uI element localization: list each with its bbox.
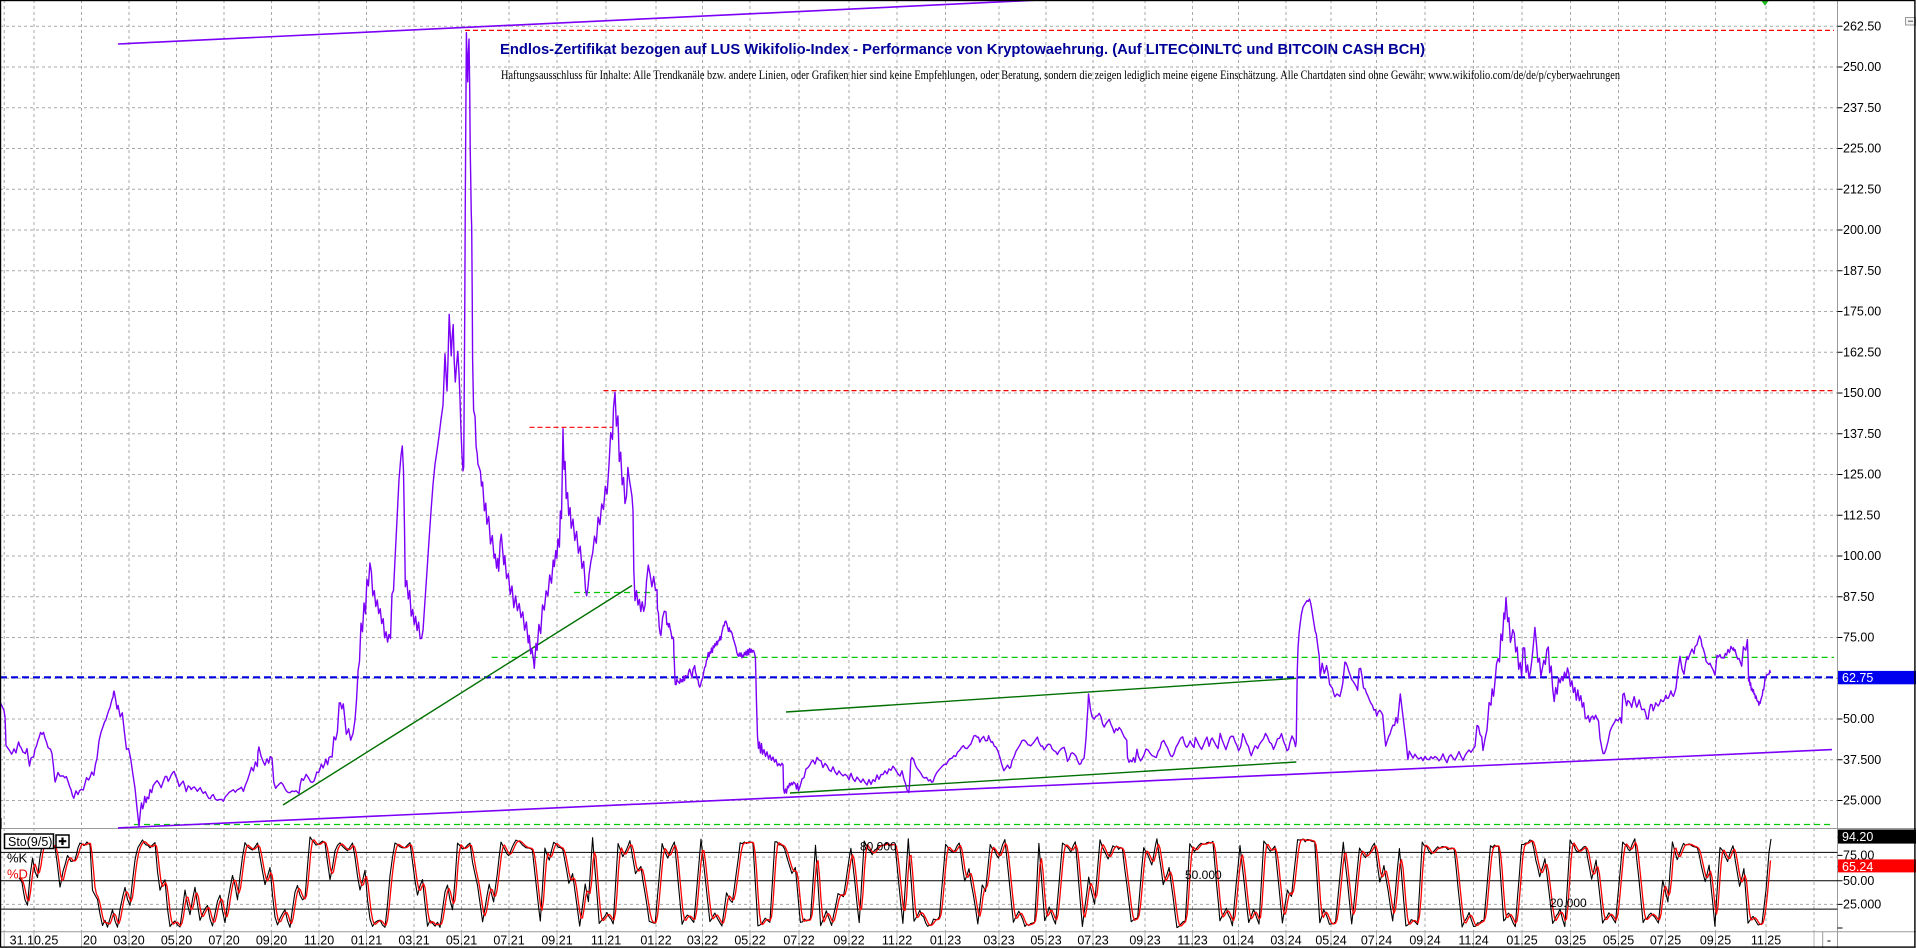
svg-text:01.21: 01.21 (351, 933, 382, 947)
svg-text:25.000: 25.000 (1843, 794, 1881, 808)
svg-text:80.000: 80.000 (860, 839, 897, 853)
svg-text:Haftungsausschluss für Inhalte: Haftungsausschluss für Inhalte: Alle Tre… (501, 68, 1621, 82)
svg-text:50.00: 50.00 (1843, 712, 1874, 726)
svg-text:100.00: 100.00 (1843, 549, 1881, 563)
svg-text:62.75: 62.75 (1842, 671, 1873, 685)
svg-text:05.25: 05.25 (1603, 933, 1634, 947)
svg-text:01.25: 01.25 (1506, 933, 1537, 947)
svg-text:05.21: 05.21 (446, 933, 477, 947)
svg-text:-: - (1827, 933, 1831, 947)
svg-text:11.20: 11.20 (304, 933, 334, 947)
svg-text:07.20: 07.20 (208, 933, 239, 947)
svg-text:09.23: 09.23 (1129, 933, 1160, 947)
svg-text:11.23: 11.23 (1177, 933, 1207, 947)
svg-text:07.24: 07.24 (1361, 933, 1392, 947)
svg-text:%D: %D (7, 867, 28, 882)
svg-text:05.23: 05.23 (1030, 933, 1061, 947)
svg-text:11.24: 11.24 (1458, 933, 1488, 947)
svg-text:94.20: 94.20 (1842, 830, 1873, 844)
svg-text:11.22: 11.22 (882, 933, 912, 947)
svg-text:87.50: 87.50 (1843, 590, 1874, 604)
svg-text:31.10.25: 31.10.25 (10, 933, 59, 947)
svg-text:150.00: 150.00 (1843, 386, 1881, 400)
svg-text:%K: %K (7, 851, 28, 866)
svg-text:262.50: 262.50 (1843, 19, 1881, 33)
svg-text:50.00: 50.00 (1843, 874, 1874, 888)
svg-text:03.23: 03.23 (983, 933, 1014, 947)
svg-text:75.00: 75.00 (1843, 631, 1874, 645)
svg-text:65.24: 65.24 (1842, 860, 1873, 874)
svg-text:03.24: 03.24 (1270, 933, 1301, 947)
svg-text:200.00: 200.00 (1843, 223, 1881, 237)
svg-text:03.20: 03.20 (113, 933, 144, 947)
svg-text:07.23: 07.23 (1077, 933, 1108, 947)
svg-text:20.000: 20.000 (1550, 896, 1587, 910)
svg-text:112.50: 112.50 (1843, 509, 1880, 523)
svg-text:07.22: 07.22 (783, 933, 814, 947)
svg-text:07.25: 07.25 (1650, 933, 1681, 947)
svg-text:212.50: 212.50 (1843, 183, 1881, 197)
svg-text:03.22: 03.22 (687, 933, 718, 947)
svg-text:01.23: 01.23 (930, 933, 961, 947)
svg-text:05.22: 05.22 (734, 933, 765, 947)
svg-text:125.00: 125.00 (1843, 468, 1881, 482)
svg-text:01.24: 01.24 (1223, 933, 1254, 947)
svg-text:09.22: 09.22 (833, 933, 864, 947)
svg-text:162.50: 162.50 (1843, 345, 1881, 359)
svg-text:09.21: 09.21 (541, 933, 572, 947)
svg-text:05.24: 05.24 (1315, 933, 1346, 947)
svg-text:175.00: 175.00 (1843, 305, 1881, 319)
svg-text:137.50: 137.50 (1843, 427, 1881, 441)
svg-text:25.000: 25.000 (1843, 898, 1881, 912)
svg-text:05.20: 05.20 (161, 933, 192, 947)
svg-text:Endlos-Zertifikat bezogen auf: Endlos-Zertifikat bezogen auf LUS Wikifo… (500, 41, 1425, 58)
svg-text:03.21: 03.21 (398, 933, 429, 947)
svg-text:07.21: 07.21 (493, 933, 524, 947)
svg-text:225.00: 225.00 (1843, 142, 1881, 156)
svg-text:11.21: 11.21 (591, 933, 621, 947)
svg-text:50.000: 50.000 (1185, 868, 1222, 882)
svg-text:187.50: 187.50 (1843, 264, 1881, 278)
svg-text:09.20: 09.20 (256, 933, 287, 947)
svg-text:250.00: 250.00 (1843, 60, 1881, 74)
svg-text:Sto(9/5): Sto(9/5) (8, 835, 52, 849)
svg-text:37.500: 37.500 (1843, 753, 1881, 767)
svg-text:237.50: 237.50 (1843, 101, 1881, 115)
svg-text:11.25: 11.25 (1751, 933, 1781, 947)
svg-text:03.25: 03.25 (1555, 933, 1586, 947)
svg-text:20: 20 (83, 933, 97, 947)
svg-text:09.24: 09.24 (1409, 933, 1440, 947)
svg-text:01.22: 01.22 (640, 933, 671, 947)
svg-text:75.00: 75.00 (1843, 849, 1874, 863)
svg-text:09.25: 09.25 (1700, 933, 1731, 947)
